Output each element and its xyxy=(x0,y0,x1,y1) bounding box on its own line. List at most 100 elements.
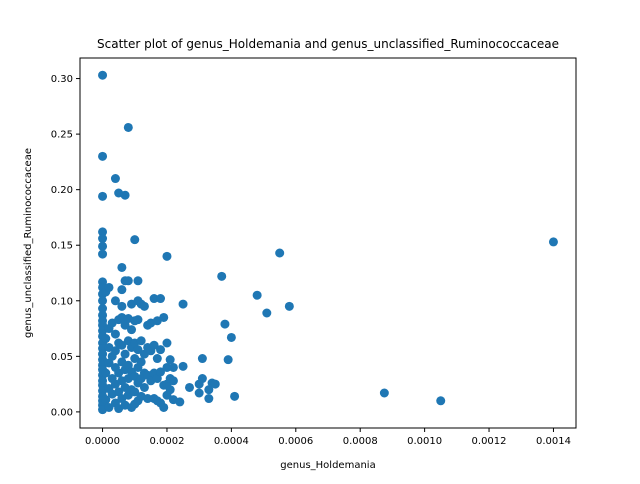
data-point xyxy=(120,349,130,359)
data-point xyxy=(120,320,130,330)
data-point xyxy=(210,379,220,389)
points-layer xyxy=(98,70,558,415)
data-point xyxy=(98,227,108,237)
data-point xyxy=(98,241,108,251)
data-point xyxy=(123,276,133,286)
x-tick-label: 0.0004 xyxy=(214,436,249,447)
x-tick-label: 0.0012 xyxy=(472,436,507,447)
data-point xyxy=(133,276,143,286)
x-tick-label: 0.0014 xyxy=(536,436,571,447)
y-axis-ticks: 0.00 0.05 0.10 0.15 0.20 0.25 0.30 xyxy=(51,74,80,418)
data-point xyxy=(117,340,127,350)
data-point xyxy=(104,282,114,292)
data-point xyxy=(114,387,124,397)
data-point xyxy=(101,334,111,344)
data-point xyxy=(152,354,162,364)
y-tick-label: 0.20 xyxy=(51,185,73,196)
y-tick-label: 0.00 xyxy=(51,407,73,418)
data-point xyxy=(130,387,140,397)
data-point xyxy=(284,301,294,311)
y-axis-label: genus_unclassified_Ruminococcaceae xyxy=(23,148,34,338)
data-point xyxy=(123,360,133,370)
data-point xyxy=(197,374,207,384)
x-tick-label: 0.0000 xyxy=(85,436,120,447)
data-point xyxy=(152,374,162,384)
chart-title: Scatter plot of genus_Holdemania and gen… xyxy=(97,37,559,51)
y-tick-label: 0.15 xyxy=(51,241,73,252)
data-point xyxy=(194,388,204,398)
data-point xyxy=(98,191,108,201)
data-point xyxy=(165,385,175,395)
data-point xyxy=(165,355,175,365)
y-tick-label: 0.25 xyxy=(51,130,73,141)
data-point xyxy=(143,394,153,404)
data-point xyxy=(139,382,149,392)
data-point xyxy=(223,355,233,365)
x-tick-label: 0.0008 xyxy=(343,436,378,447)
data-point xyxy=(110,174,120,184)
data-point xyxy=(168,362,178,372)
data-point xyxy=(136,357,146,367)
data-point xyxy=(117,262,127,272)
data-point xyxy=(110,329,120,339)
data-point xyxy=(162,362,172,372)
data-point xyxy=(117,285,127,295)
data-point xyxy=(123,122,133,132)
x-tick-label: 0.0002 xyxy=(149,436,184,447)
y-tick-label: 0.05 xyxy=(51,352,73,363)
data-point xyxy=(162,338,172,348)
x-tick-label: 0.0010 xyxy=(407,436,442,447)
data-point xyxy=(101,368,111,378)
data-point xyxy=(178,361,188,371)
data-point xyxy=(178,299,188,309)
data-point xyxy=(252,290,262,300)
data-point xyxy=(262,308,272,318)
data-point xyxy=(127,325,137,335)
data-point xyxy=(136,336,146,346)
plot-frame xyxy=(79,57,577,429)
data-point xyxy=(139,301,149,311)
data-point xyxy=(156,367,166,377)
y-tick-label: 0.10 xyxy=(51,296,73,307)
data-point xyxy=(98,151,108,161)
data-point xyxy=(104,402,114,412)
data-point xyxy=(133,315,143,325)
data-point xyxy=(98,70,108,80)
data-point xyxy=(149,340,159,350)
data-point xyxy=(217,271,227,281)
data-point xyxy=(159,402,169,412)
data-point xyxy=(185,382,195,392)
data-point xyxy=(162,251,172,261)
data-point xyxy=(149,294,159,304)
data-point xyxy=(101,395,111,405)
data-point xyxy=(104,358,114,368)
data-point xyxy=(159,312,169,322)
data-point xyxy=(379,388,389,398)
data-point xyxy=(110,296,120,306)
data-point xyxy=(117,301,127,311)
data-point xyxy=(156,294,166,304)
data-point xyxy=(133,345,143,355)
data-point xyxy=(156,345,166,355)
data-point xyxy=(204,385,214,395)
data-point xyxy=(98,234,108,244)
data-point xyxy=(220,319,230,329)
x-tick-label: 0.0006 xyxy=(278,436,313,447)
data-point xyxy=(110,346,120,356)
data-point xyxy=(168,376,178,386)
x-axis-label: genus_Holdemania xyxy=(280,460,375,471)
data-point xyxy=(226,332,236,342)
x-axis-ticks: 0.0000 0.0002 0.0004 0.0006 0.0008 0.0010 0.00… xyxy=(85,428,571,447)
data-point xyxy=(230,391,240,401)
data-point xyxy=(120,190,130,200)
data-point xyxy=(175,397,185,407)
data-point xyxy=(548,237,558,247)
y-tick-label: 0.30 xyxy=(51,74,73,85)
data-point xyxy=(130,235,140,245)
data-point xyxy=(436,396,446,406)
data-point xyxy=(275,248,285,258)
data-point xyxy=(204,394,214,404)
